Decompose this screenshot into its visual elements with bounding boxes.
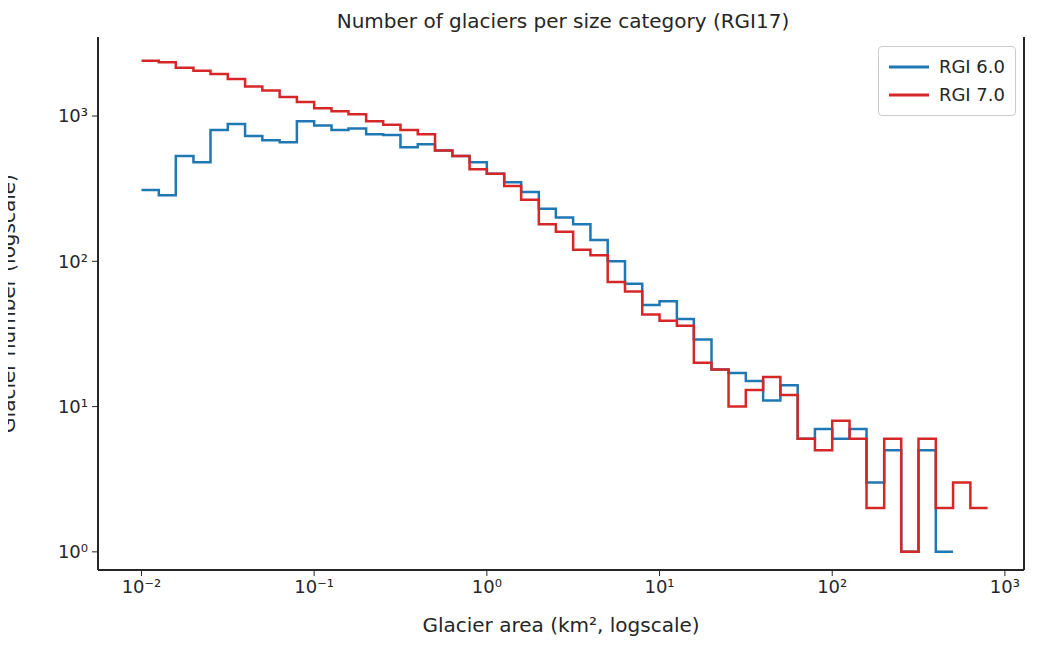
- html-text:RGI 7.0: RGI 7.0: [938, 84, 1005, 105]
- html-text:RGI 6.0: RGI 6.0: [938, 56, 1005, 77]
- svg-text:10⁰: 10⁰: [472, 576, 502, 597]
- svg-text:10³: 10³: [990, 576, 1020, 597]
- svg-text:Glacier area (km², logscale): Glacier area (km², logscale): [422, 613, 699, 637]
- svg-text:10²: 10²: [817, 576, 847, 597]
- svg-text:10³: 10³: [58, 105, 88, 126]
- svg-text:10⁻¹: 10⁻¹: [294, 576, 334, 597]
- svg-text:10⁰: 10⁰: [58, 541, 88, 562]
- svg-text:Glacier number (logscale): Glacier number (logscale): [8, 174, 20, 433]
- html-text:Number of glaciers per size ca: Number of glaciers per size category (RG…: [336, 9, 790, 33]
- svg-text:10¹: 10¹: [58, 396, 88, 417]
- svg-text:10⁻²: 10⁻²: [122, 576, 162, 597]
- svg-text:10²: 10²: [58, 251, 88, 272]
- svg-text:10¹: 10¹: [644, 576, 674, 597]
